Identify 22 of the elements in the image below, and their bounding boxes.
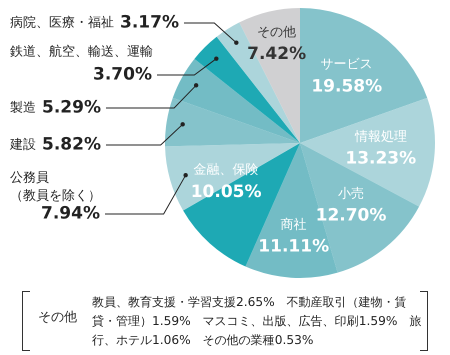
data-label: 7.42% [247, 44, 306, 64]
data-label: 11.11% [258, 236, 330, 257]
data-label: 12.70% [316, 205, 386, 226]
slice-label: 製造 [10, 100, 36, 116]
data-label: 5.29% [42, 97, 101, 118]
text: その他 [38, 309, 77, 326]
data-label: 5.82% [42, 134, 101, 154]
data-label: 3.17% [120, 12, 179, 32]
data-label: 7.94% [41, 203, 100, 224]
data-label: 3.70% [93, 64, 152, 84]
slice-label: その他 [257, 24, 296, 40]
slice-label: 建設 [9, 137, 36, 152]
slice-label: サービス [320, 57, 373, 72]
data-label: 19.58% [311, 76, 382, 96]
slice-label: 商社 [280, 218, 307, 233]
slice-label: 鉄道、航空、輸送、運輸 [10, 44, 153, 60]
text: 教員、教育支援・学習支援2.65% 不動産取引（建物・賃貸・管理）1.59% マスコミ、出版、広告、印刷1.59% 旅行、ホテル1.06% その他の業種0.53% [92, 294, 422, 349]
slice-label: 小売 [338, 186, 364, 202]
slice-label: 病院、医療・福祉 [10, 15, 114, 30]
slice-label: 公務員（教員を除く） [10, 170, 101, 204]
slice-label: 情報処理 [354, 129, 407, 144]
data-label: 13.23% [345, 148, 416, 168]
